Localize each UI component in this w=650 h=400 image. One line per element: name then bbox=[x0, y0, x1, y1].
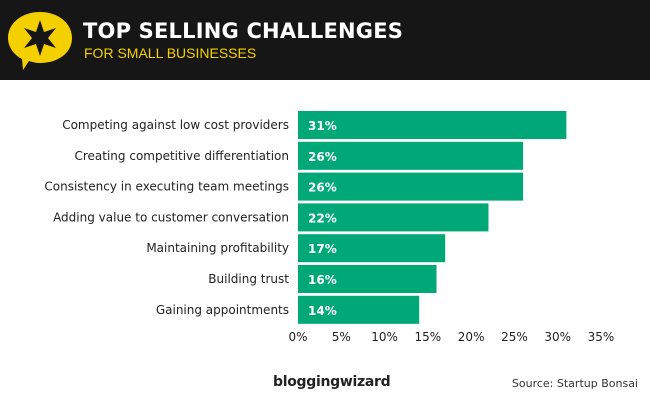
bar bbox=[298, 234, 446, 263]
category-label: Competing against low cost providers bbox=[62, 118, 289, 132]
category-label: Creating competitive differentiation bbox=[74, 149, 289, 163]
header-banner: TOP SELLING CHALLENGES FOR SMALL BUSINES… bbox=[0, 0, 650, 80]
category-label: Consistency in executing team meetings bbox=[44, 180, 289, 194]
value-label: 22% bbox=[308, 211, 337, 225]
bar bbox=[298, 203, 489, 232]
chart-title: TOP SELLING CHALLENGES bbox=[83, 19, 404, 43]
category-label: Adding value to customer conversation bbox=[53, 210, 289, 224]
value-label: 26% bbox=[308, 150, 337, 164]
value-label: 31% bbox=[308, 119, 337, 133]
x-tick-label: 20% bbox=[458, 330, 485, 344]
category-label: Building trust bbox=[208, 272, 289, 286]
category-label: Maintaining profitability bbox=[146, 241, 289, 255]
chart-subtitle: FOR SMALL BUSINESSES bbox=[84, 45, 257, 61]
bar-chart: Competing against low cost providers 31% C… bbox=[44, 111, 615, 344]
x-tick-label: 10% bbox=[371, 330, 398, 344]
category-label: Gaining appointments bbox=[156, 303, 289, 317]
star-speech-bubble-icon bbox=[8, 12, 72, 70]
brand-logo: bloggingwizard bbox=[273, 374, 391, 390]
x-tick-label: 30% bbox=[544, 330, 571, 344]
value-label: 17% bbox=[308, 242, 337, 256]
x-tick-label: 35% bbox=[588, 330, 615, 344]
value-label: 26% bbox=[308, 181, 337, 195]
value-label: 14% bbox=[308, 304, 337, 318]
bar bbox=[298, 265, 437, 293]
source-note: Source: Startup Bonsai bbox=[511, 377, 638, 390]
bar bbox=[298, 295, 420, 324]
bar bbox=[298, 141, 524, 170]
x-tick-label: 0% bbox=[288, 330, 307, 344]
bar bbox=[298, 172, 524, 201]
bar bbox=[298, 111, 567, 139]
x-tick-label: 25% bbox=[501, 330, 528, 344]
x-tick-label: 15% bbox=[415, 330, 442, 344]
value-label: 16% bbox=[308, 273, 337, 287]
x-tick-label: 5% bbox=[332, 330, 351, 344]
